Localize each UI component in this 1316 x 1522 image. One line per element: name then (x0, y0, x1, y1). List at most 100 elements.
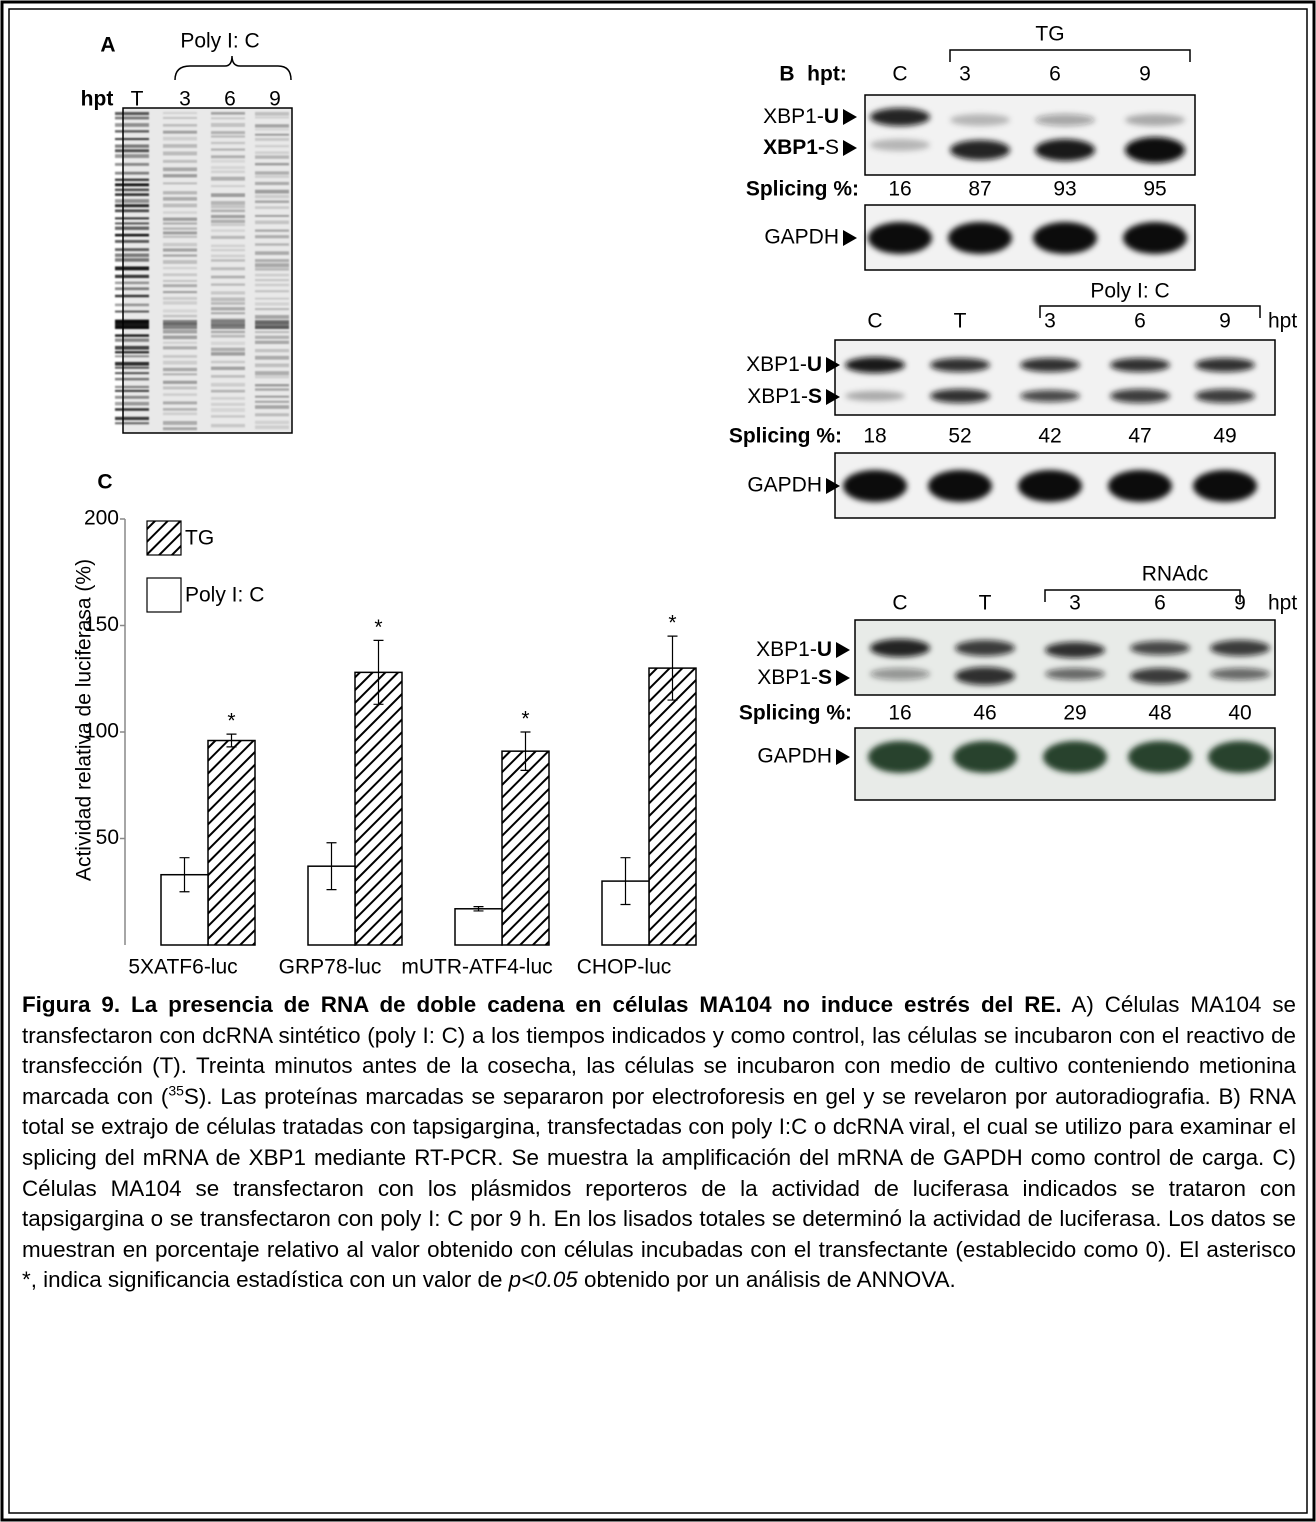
gel-band (950, 140, 1010, 160)
gel-band (255, 128, 289, 130)
gel-band (115, 422, 149, 424)
gel-band (115, 282, 149, 285)
gel-band (868, 741, 932, 773)
splicing-label: Splicing %: (746, 178, 859, 201)
gel-band (115, 154, 149, 158)
arrowhead (836, 642, 850, 658)
gel-band (255, 388, 289, 391)
gel-band (163, 254, 197, 256)
splicing-label: Splicing %: (729, 425, 842, 448)
band-label-part: S (808, 385, 822, 408)
gel-band (115, 163, 149, 166)
gel-band (255, 134, 289, 136)
gel-band (163, 381, 197, 384)
gel-band (163, 280, 197, 282)
gel-band (115, 386, 149, 388)
gel-band (211, 341, 245, 345)
gel-band (211, 331, 245, 334)
gel-band (163, 137, 197, 141)
panel-label: A (100, 34, 115, 57)
gel-band (255, 363, 289, 367)
gel-band (211, 236, 245, 239)
gel-band (255, 341, 289, 344)
treatment-label: RNAdc (1142, 563, 1209, 586)
gel-band (1045, 642, 1105, 658)
gel-band (1110, 358, 1170, 372)
lane-label: 6 (1154, 592, 1166, 615)
y-tick-label: 200 (84, 507, 119, 530)
gel-band (255, 155, 289, 158)
gel-band (870, 139, 930, 151)
hpt-label: hpt (81, 88, 114, 111)
band-label-part: U (807, 353, 822, 376)
gel-band (211, 112, 245, 115)
gel-band (255, 151, 289, 154)
gel-band (255, 124, 289, 127)
gel-band (211, 220, 245, 223)
gel-band (163, 301, 197, 304)
lane-label: C (892, 63, 907, 86)
caption-superscript: 35 (168, 1082, 184, 1098)
gel-band (115, 144, 149, 147)
gel-band (255, 284, 289, 287)
gel-band (255, 302, 289, 305)
gel-band (1128, 741, 1192, 773)
band-label-part: XBP1- (763, 105, 824, 128)
gel-band (163, 248, 197, 251)
band-label-part: U (817, 638, 832, 661)
gel-band (115, 351, 149, 353)
gel-band (115, 209, 149, 212)
gel-band (115, 240, 149, 243)
caption-text: obtenido por un análisis de ANNOVA. (578, 1267, 956, 1292)
gel-band (211, 177, 245, 181)
gel-band (1018, 470, 1082, 502)
gel-band (211, 201, 245, 205)
lane-label: 3 (179, 88, 191, 111)
gel-band (211, 397, 245, 400)
gel-band (255, 371, 289, 375)
gel-band (163, 330, 197, 334)
brace (175, 56, 291, 80)
lane-label: 9 (1234, 592, 1246, 615)
gel-band (115, 199, 149, 203)
gel-band (211, 367, 245, 370)
lane-label: 9 (269, 88, 281, 111)
hpt-label: hpt (1268, 592, 1297, 615)
splicing-value: 48 (1148, 702, 1171, 725)
lane-label: T (954, 310, 967, 333)
arrowhead (843, 230, 857, 246)
gel-band (255, 138, 289, 141)
gel-band (163, 386, 197, 389)
gel-band (255, 175, 289, 178)
gel-band (163, 191, 197, 194)
gel-band (255, 336, 289, 339)
gel-band (115, 138, 149, 140)
gel-band (115, 234, 149, 237)
gel-band (255, 279, 289, 281)
band-label: XBP1-U (763, 105, 839, 128)
gel-band (1035, 139, 1095, 161)
gel-band (115, 287, 149, 290)
gel-band (255, 220, 289, 224)
gel-band (163, 144, 197, 148)
gel-band (1045, 668, 1105, 680)
gel-band (211, 375, 245, 378)
gel-band (255, 320, 289, 329)
bar (355, 672, 402, 945)
gel-band (211, 135, 245, 137)
gel-band (163, 211, 197, 214)
page: APoly I: ChptT369Bhpt:TGC369XBP1-UXBP1-S… (0, 0, 1316, 1522)
gel-band (163, 222, 197, 224)
treatment-label: Poly I: C (1090, 280, 1169, 303)
band-label: XBP1-S (763, 136, 839, 159)
gel-band (211, 193, 245, 197)
gel-band (211, 424, 245, 427)
x-tick-label: mUTR-ATF4-luc (401, 956, 552, 979)
gel-band (211, 312, 245, 314)
gel-band (115, 304, 149, 307)
y-tick-label: 150 (84, 613, 119, 636)
gel-band (255, 243, 289, 246)
gel-band (255, 190, 289, 194)
gel-band (211, 215, 245, 218)
gel-band (211, 224, 245, 226)
